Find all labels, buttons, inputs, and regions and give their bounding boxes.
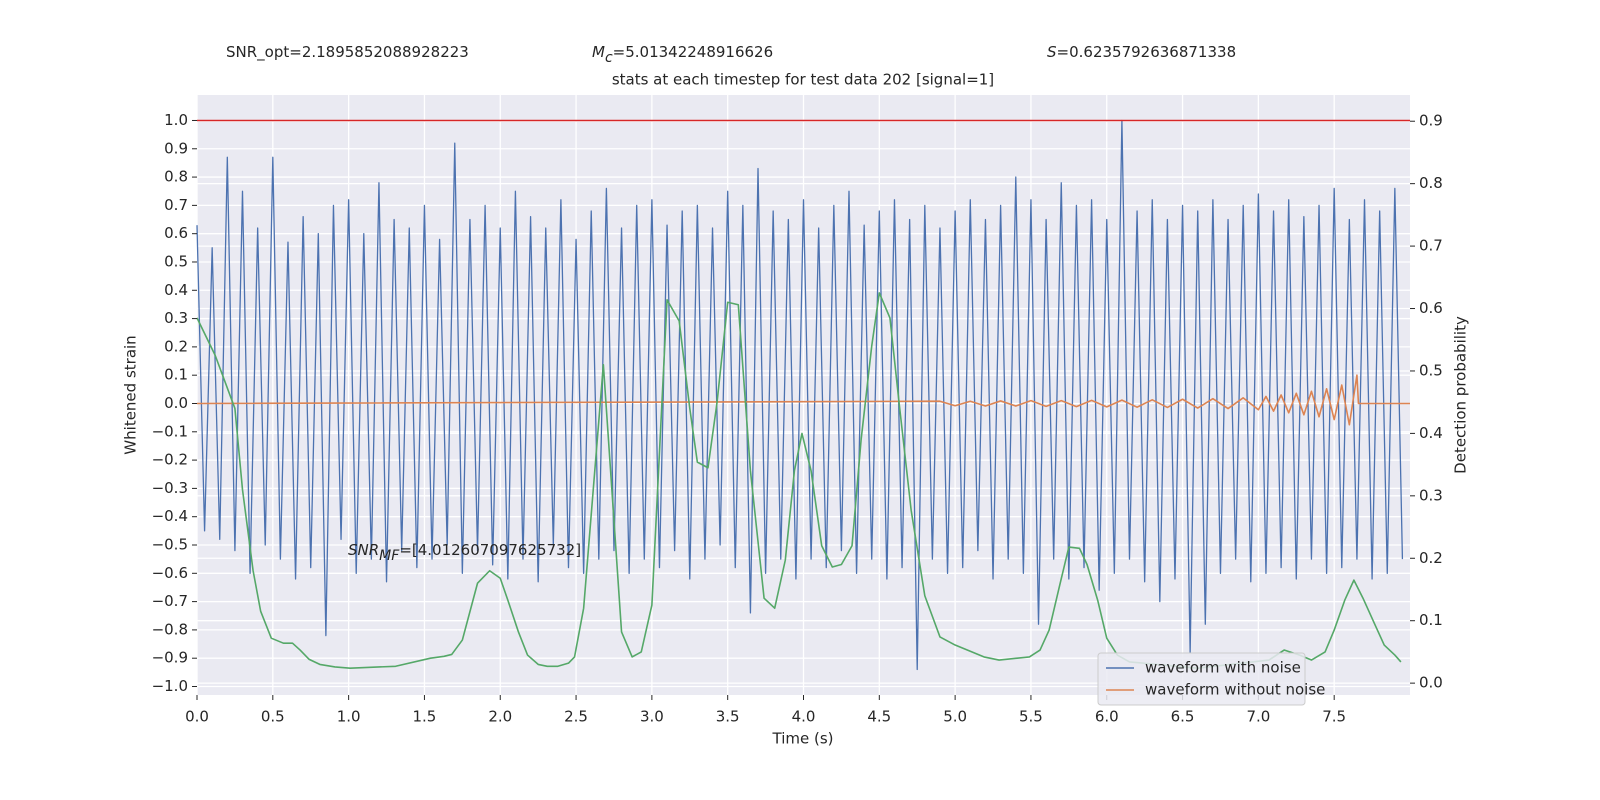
- y2-tick-label: 0.3: [1419, 486, 1443, 504]
- y-tick-label: −0.9: [152, 649, 188, 667]
- y-tick-label: −0.8: [152, 620, 188, 638]
- annotation: SNRMF=[4.012607097625732]: [348, 541, 581, 565]
- y-axis-label: Whitened strain: [122, 335, 140, 454]
- legend-box: [1097, 652, 1306, 706]
- x-tick-label: 0.5: [261, 708, 285, 726]
- y-tick-label: −0.7: [152, 592, 188, 610]
- series-line: [196, 119, 1404, 671]
- y-tick-label: 0.7: [164, 196, 188, 214]
- y2-tick-label: 0.1: [1419, 611, 1443, 629]
- x-tick-label: 3.0: [640, 708, 664, 726]
- y-tick-label: 0.2: [164, 337, 188, 355]
- y2-tick-label: 0.8: [1419, 174, 1443, 192]
- y2-tick-label: 0.7: [1419, 237, 1443, 255]
- annotation-part: M: [592, 43, 605, 61]
- x-tick-label: 4.5: [867, 708, 891, 726]
- y-tick-label: −0.3: [152, 479, 188, 497]
- y-tick-label: −0.5: [152, 536, 188, 554]
- y-tick-label: 1.0: [164, 111, 188, 129]
- y2-tick-label: 0.5: [1419, 361, 1443, 379]
- annotation-part: =0.6235792636871338: [1057, 43, 1237, 61]
- x-axis-label: Time (s): [772, 730, 834, 748]
- y-tick-label: 0.4: [164, 281, 188, 299]
- annotation: Mc=5.01342248916626: [592, 43, 773, 67]
- legend-label: waveform without noise: [1145, 681, 1325, 699]
- x-tick-label: 5.0: [943, 708, 967, 726]
- legend-label: waveform with noise: [1145, 659, 1301, 677]
- x-tick-label: 1.0: [337, 708, 361, 726]
- annotation: S=0.6235792636871338: [1047, 43, 1236, 61]
- annotation-part: =[4.012607097625732]: [399, 541, 581, 559]
- y2-tick-label: 0.4: [1419, 424, 1443, 442]
- y-tick-label: 0.3: [164, 309, 188, 327]
- y-tick-label: −0.2: [152, 451, 188, 469]
- x-tick-label: 7.5: [1322, 708, 1346, 726]
- y-tick-label: 0.1: [164, 366, 188, 384]
- y-tick-label: −0.6: [152, 564, 188, 582]
- y2-tick-label: 0.9: [1419, 112, 1443, 130]
- y2-axis-label: Detection probability: [1452, 316, 1470, 474]
- x-tick-label: 7.0: [1246, 708, 1270, 726]
- x-tick-label: 5.5: [1019, 708, 1043, 726]
- annotation-part: =5.01342248916626: [613, 43, 774, 61]
- y2-tick-label: 0.0: [1419, 674, 1443, 692]
- y2-tick-label: 0.2: [1419, 549, 1443, 567]
- annotation-part: SNR_opt=2.1895852088928223: [226, 43, 469, 62]
- annotation: SNR_opt=2.1895852088928223: [226, 43, 469, 62]
- annotation-part: MF: [379, 548, 400, 564]
- y2-tick-label: 0.6: [1419, 299, 1443, 317]
- y-tick-label: −0.4: [152, 507, 188, 525]
- annotation-part: SNR: [348, 541, 379, 559]
- axes: 0.0 0.5 1.0 1.5 2.0 2.5 3.0 3.5 4.0 4.5 5.0 5.5 6.0 6…: [152, 111, 1443, 726]
- x-tick-label: 2.0: [488, 708, 512, 726]
- y-tick-label: 0.5: [164, 252, 188, 270]
- y-tick-label: 0.6: [164, 224, 188, 242]
- series-line: [196, 374, 1410, 426]
- annotation-part: S: [1047, 43, 1057, 61]
- chart-title: stats at each timestep for test data 202…: [612, 71, 994, 89]
- legend: waveform with noise waveform without nois…: [1097, 652, 1325, 706]
- x-tick-label: 6.0: [1095, 708, 1119, 726]
- y-tick-label: 0.0: [164, 394, 188, 412]
- x-tick-label: 1.5: [413, 708, 437, 726]
- x-tick-label: 6.5: [1171, 708, 1195, 726]
- x-tick-label: 3.5: [716, 708, 740, 726]
- y-tick-label: 0.9: [164, 139, 188, 157]
- annotation-part: c: [605, 50, 613, 66]
- x-tick-label: 0.0: [185, 708, 209, 726]
- y-tick-label: −0.1: [152, 422, 188, 440]
- x-tick-label: 4.0: [792, 708, 816, 726]
- y-tick-label: −1.0: [152, 677, 188, 695]
- grid: [196, 95, 1410, 695]
- x-tick-label: 2.5: [564, 708, 588, 726]
- y-tick-label: 0.8: [164, 168, 188, 186]
